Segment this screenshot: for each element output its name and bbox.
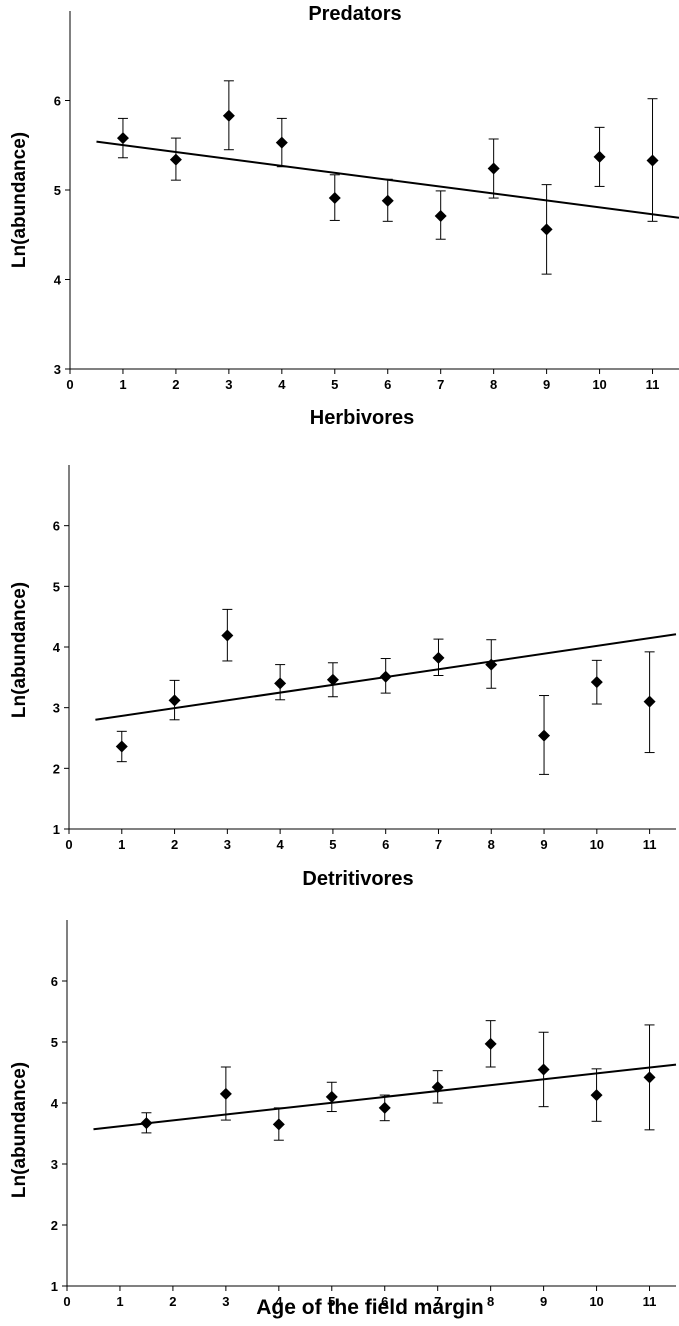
y-tick-label: 4 [53,640,61,655]
x-tick-label: 10 [590,837,604,852]
y-tick-label: 4 [54,273,62,288]
x-tick-label: 9 [540,837,547,852]
x-tick-label: 9 [540,1294,547,1309]
x-tick-label: 7 [435,837,442,852]
panel-herbivores: Herbivores Ln(abundance) 0 1 2 3 4 5 6 7 8 9 10 111… [9,407,677,852]
data-point [378,1101,391,1114]
data-point [537,1063,550,1076]
data-point [274,677,287,690]
data-point [115,740,128,753]
x-tick-label: 10 [589,1294,603,1309]
y-tick-label: 3 [51,1157,58,1172]
data-point [590,1089,603,1102]
data-point [431,1081,444,1094]
x-tick-label: 7 [437,377,444,392]
x-tick-label: 6 [384,377,391,392]
data-point [485,658,498,671]
y-tick-label: 3 [53,701,60,716]
x-tick-label: 1 [118,837,125,852]
x-tick-label: 4 [275,1294,283,1309]
panel-predators: Predators Ln(abundance) 0 1 2 3 4 5 6 7 8 9 10 11 3 4… [9,3,679,392]
data-point [325,1090,338,1103]
data-point [328,192,341,205]
x-tick-label: 2 [169,1294,176,1309]
x-tick-label: 2 [172,377,179,392]
data-point [116,132,129,145]
x-tick-label: 4 [278,377,286,392]
y-axis-label: Ln(abundance) [9,132,30,268]
y-tick-label: 5 [54,183,61,198]
x-tick-label: 3 [225,377,232,392]
x-tick-label: 6 [381,1294,388,1309]
panel-title: Herbivores [310,407,415,429]
x-tick-label: 2 [171,837,178,852]
x-tick-label: 0 [65,837,72,852]
data-point [379,670,392,683]
x-tick-label: 0 [63,1294,70,1309]
data-point [540,223,553,236]
panel-title: Predators [308,3,401,25]
y-tick-label: 4 [51,1096,59,1111]
data-point [593,150,606,163]
data-point [538,729,551,742]
data-point [381,194,394,207]
x-tick-label: 11 [643,837,657,852]
data-point [326,673,339,686]
data-point [643,695,656,708]
data-point [168,694,181,707]
data-point [432,651,445,664]
x-tick-label: 9 [543,377,550,392]
y-tick-label: 5 [53,579,60,594]
data-point [222,109,235,122]
data-point [487,162,500,175]
y-tick-label: 2 [53,761,60,776]
x-tick-label: 5 [329,837,336,852]
x-tick-label: 8 [490,377,497,392]
y-axis-label: Ln(abundance) [9,582,30,718]
data-point [219,1087,232,1100]
data-point [434,209,447,222]
plot-area: 0 1 2 3 4 5 6 7 8 9 10 11 3 4 5 6 [54,11,679,392]
data-point [590,676,603,689]
x-tick-label: 0 [66,377,73,392]
y-tick-label: 2 [51,1218,58,1233]
x-axis-label: Age of the field margin [256,1296,484,1319]
data-point [272,1118,285,1131]
data-point [646,154,659,167]
y-tick-label: 1 [53,822,60,837]
y-axis-label: Ln(abundance) [9,1062,30,1198]
y-tick-label: 5 [51,1035,58,1050]
x-tick-label: 10 [592,377,606,392]
y-tick-label: 3 [54,362,61,377]
data-point [484,1037,497,1050]
x-tick-label: 11 [643,1294,657,1309]
y-tick-label: 1 [51,1279,58,1294]
data-point [140,1117,153,1130]
data-point [169,153,182,166]
data-point [643,1071,656,1084]
x-tick-label: 5 [331,377,338,392]
x-tick-label: 1 [119,377,126,392]
y-tick-label: 6 [51,974,58,989]
x-tick-label: 5 [328,1294,335,1309]
x-tick-label: 3 [224,837,231,852]
y-tick-label: 6 [53,519,60,534]
x-tick-label: 6 [382,837,389,852]
x-tick-label: 1 [116,1294,123,1309]
x-tick-label: 3 [222,1294,229,1309]
data-point [221,629,234,642]
panel-detritivores: Detritivores Ln(abundance) Age of the fi… [9,868,677,1319]
x-tick-label: 4 [277,837,285,852]
x-tick-label: 11 [646,377,660,392]
panel-title: Detritivores [302,868,413,890]
data-point [275,136,288,149]
x-tick-label: 7 [434,1294,441,1309]
x-tick-label: 8 [488,837,495,852]
x-tick-label: 8 [487,1294,494,1309]
y-tick-label: 6 [54,94,61,109]
